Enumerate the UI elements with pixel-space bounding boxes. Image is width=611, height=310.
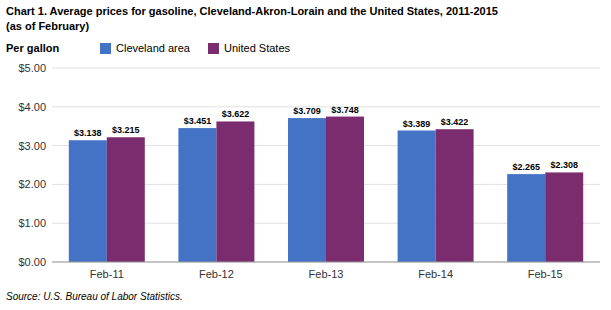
grid-line (52, 106, 600, 107)
y-tick-label: $4.00 (18, 101, 46, 113)
bar (69, 140, 107, 262)
legend-label: United States (224, 42, 291, 54)
x-axis-line (52, 262, 600, 263)
bar (326, 117, 364, 262)
data-label: $2.265 (512, 162, 540, 172)
x-tick-label: Feb-14 (418, 268, 453, 280)
data-label: $3.748 (331, 105, 359, 115)
legend-label: Cleveland area (116, 42, 191, 54)
subtitle: (as of February) (6, 20, 89, 32)
y-tick-label: $3.00 (18, 140, 46, 152)
bar (288, 118, 326, 262)
title: Chart 1. Average prices for gasoline, Cl… (6, 5, 498, 17)
annotation: Source: U.S. Bureau of Labor Statistics. (6, 291, 183, 302)
x-tick-label: Feb-15 (528, 268, 563, 280)
x-tick-label: Feb-12 (199, 268, 234, 280)
legend: Cleveland area United States (100, 42, 291, 54)
grid-line (52, 262, 600, 263)
y-tick-label: $0.00 (18, 256, 46, 268)
y-tick-label: $2.00 (18, 178, 46, 190)
bar (398, 131, 436, 262)
legend-swatch (100, 43, 111, 54)
bars (69, 117, 583, 262)
y-axis-label: Per gallon (6, 42, 59, 54)
legend-swatch (208, 43, 219, 54)
data-label: $3.138 (74, 128, 102, 138)
grid (52, 68, 600, 262)
bar (216, 121, 254, 262)
x-tick-label: Feb-11 (90, 268, 124, 280)
grid-line (52, 68, 600, 69)
data-label: $2.308 (550, 160, 578, 170)
data-labels: $3.138 $3.451 $3.709 $3.389 $2.265 $3.215 $3.6… (74, 105, 578, 173)
y-tick-label: $5.00 (18, 62, 46, 74)
bar (545, 172, 583, 262)
bar (436, 129, 474, 262)
data-label: $3.215 (112, 125, 140, 135)
data-label: $3.709 (293, 106, 321, 116)
data-label: $3.451 (184, 116, 212, 126)
bar (178, 128, 216, 262)
bar (107, 137, 145, 262)
chart: Chart 1. Average prices for gasoline, Cl… (0, 0, 611, 310)
y-tick-label: $1.00 (18, 217, 46, 229)
bar (507, 174, 545, 262)
data-label: $3.389 (403, 119, 431, 129)
data-label: $3.422 (441, 117, 469, 127)
data-label: $3.622 (222, 109, 250, 119)
x-tick-label: Feb-13 (309, 268, 344, 280)
